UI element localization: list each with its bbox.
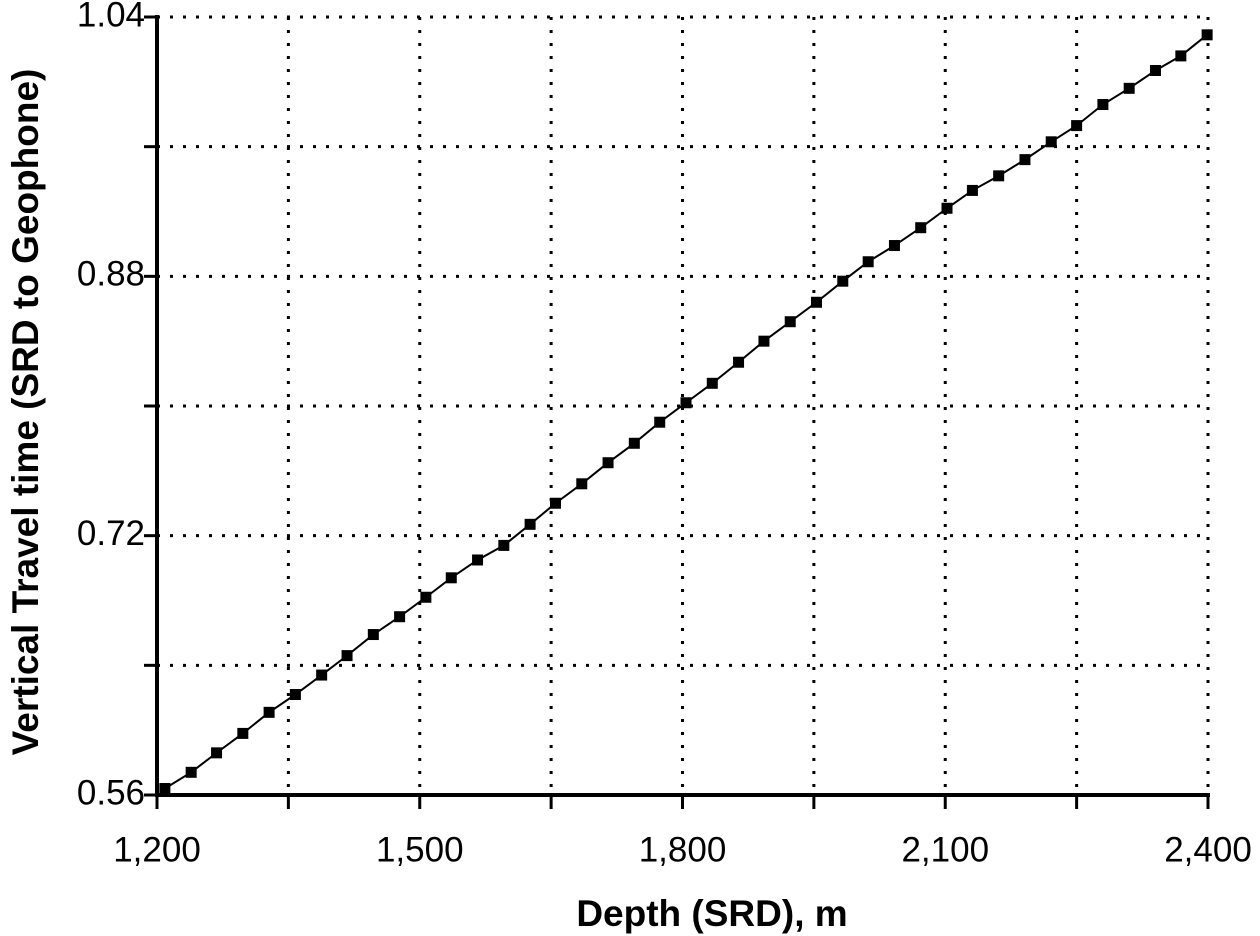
marker bbox=[289, 689, 301, 701]
marker bbox=[966, 184, 978, 196]
marker bbox=[993, 170, 1005, 182]
marker bbox=[1149, 64, 1161, 76]
marker bbox=[211, 747, 223, 759]
y-tick-label: 0.88 bbox=[77, 255, 145, 294]
x-tick-label: 1,500 bbox=[376, 830, 464, 869]
marker bbox=[1201, 29, 1213, 41]
x-tick-label: 1,800 bbox=[639, 830, 727, 869]
marker bbox=[1071, 120, 1083, 132]
marker bbox=[237, 727, 249, 739]
marker bbox=[524, 518, 536, 530]
marker bbox=[316, 669, 328, 681]
marker bbox=[1175, 50, 1187, 62]
marker bbox=[706, 377, 718, 389]
marker bbox=[367, 629, 379, 641]
marker bbox=[680, 397, 692, 409]
marker bbox=[1097, 99, 1109, 111]
marker bbox=[941, 202, 953, 214]
marker bbox=[602, 457, 614, 469]
marker bbox=[811, 296, 823, 308]
marker bbox=[263, 706, 275, 718]
marker bbox=[758, 335, 770, 347]
x-tick-label: 2,100 bbox=[901, 830, 989, 869]
marker bbox=[159, 783, 171, 795]
y-tick-label: 1.04 bbox=[77, 0, 145, 34]
x-tick-label: 2,400 bbox=[1164, 830, 1252, 869]
y-tick-label: 0.56 bbox=[77, 773, 145, 812]
marker bbox=[341, 650, 353, 662]
marker bbox=[1019, 154, 1031, 166]
marker bbox=[837, 275, 849, 287]
marker bbox=[445, 572, 457, 584]
marker bbox=[1045, 136, 1057, 148]
y-axis-title: Vertical Travel time (SRD to Geophone) bbox=[5, 69, 46, 756]
x-axis-title: Depth (SRD), m bbox=[576, 893, 847, 934]
marker bbox=[498, 539, 510, 551]
marker bbox=[888, 240, 900, 252]
x-tick-label: 1,200 bbox=[113, 830, 201, 869]
marker bbox=[654, 416, 666, 428]
marker bbox=[733, 356, 745, 368]
marker bbox=[862, 256, 874, 268]
y-tick-label: 0.72 bbox=[77, 514, 145, 553]
marker bbox=[784, 316, 796, 328]
marker bbox=[1123, 82, 1135, 94]
marker bbox=[394, 611, 406, 623]
marker bbox=[628, 437, 640, 449]
marker bbox=[915, 222, 927, 234]
marker bbox=[472, 554, 484, 566]
marker bbox=[550, 497, 562, 509]
marker bbox=[576, 478, 588, 490]
marker bbox=[420, 591, 432, 603]
marker bbox=[185, 766, 197, 778]
